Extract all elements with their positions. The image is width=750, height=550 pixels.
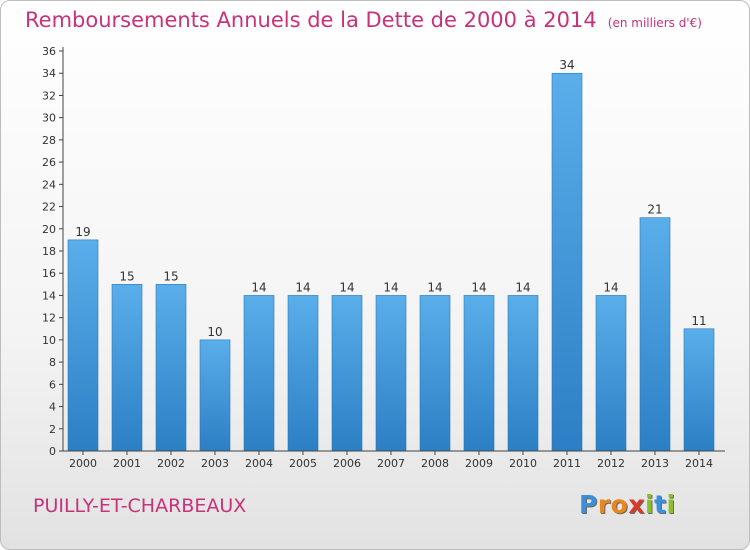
bar-value-label: 34	[559, 58, 574, 72]
brand-letter: i	[666, 490, 676, 519]
bar-2001	[111, 284, 143, 452]
y-tick-label: 18	[42, 245, 56, 258]
y-tick-label: 8	[49, 356, 56, 369]
bar-value-label: 14	[471, 280, 486, 294]
brand-letter: t	[654, 490, 667, 519]
x-tick-label: 2007	[377, 457, 405, 470]
brand-letter: r	[597, 490, 611, 519]
chart-header: Remboursements Annuels de la Dette de 20…	[25, 8, 702, 32]
bar-value-label: 14	[383, 280, 398, 294]
y-tick-label: 22	[42, 201, 56, 214]
x-tick-label: 2005	[289, 457, 317, 470]
brand-letter: o	[610, 490, 629, 519]
bars-group: 19 15 15 10 14 14 14 14 14 14 14 34 14 21 11	[67, 58, 715, 452]
bar-2003	[199, 339, 231, 452]
x-tick-label: 2002	[157, 457, 185, 470]
bar-2004	[243, 295, 275, 452]
bar-value-label: 10	[207, 325, 222, 339]
y-tick-label: 0	[49, 445, 56, 458]
x-tick-label: 2000	[69, 457, 97, 470]
y-tick-label: 34	[42, 67, 56, 80]
bar-2010	[507, 295, 539, 452]
bar-2011	[551, 72, 583, 452]
y-tick-label: 24	[42, 178, 56, 191]
bar-2005	[287, 295, 319, 452]
bar-2006	[331, 295, 363, 452]
y-tick-label: 12	[42, 312, 56, 325]
bar-2000	[67, 239, 99, 452]
bar-value-label: 14	[339, 280, 354, 294]
bar-value-label: 15	[119, 269, 134, 283]
x-tick-label: 2010	[509, 457, 537, 470]
bar-value-label: 19	[75, 225, 90, 239]
y-tick-label: 14	[42, 289, 56, 302]
bar-value-label: 14	[427, 280, 442, 294]
bar-value-label: 14	[603, 280, 618, 294]
bar-2012	[595, 295, 627, 452]
x-tick-label: 2008	[421, 457, 449, 470]
y-tick-label: 28	[42, 134, 56, 147]
bar-2007	[375, 295, 407, 452]
bar-2008	[419, 295, 451, 452]
brand-letter: P	[579, 490, 598, 519]
y-tick-label: 20	[42, 223, 56, 236]
bar-value-label: 14	[251, 280, 266, 294]
bar-value-label: 14	[295, 280, 310, 294]
x-tick-label: 2014	[685, 457, 713, 470]
x-tick-label: 2003	[201, 457, 229, 470]
bar-2014	[683, 328, 715, 452]
bar-2002	[155, 284, 187, 452]
y-tick-label: 30	[42, 112, 56, 125]
bar-value-label: 14	[515, 280, 530, 294]
y-tick-label: 4	[49, 401, 56, 414]
x-tick-label: 2006	[333, 457, 361, 470]
x-tick-label: 2011	[553, 457, 581, 470]
x-tick-label: 2013	[641, 457, 669, 470]
x-tick-label: 2004	[245, 457, 273, 470]
commune-name: PUILLY-ET-CHARBEAUX	[33, 495, 247, 517]
y-tick-label: 10	[42, 334, 56, 347]
bar-2009	[463, 295, 495, 452]
x-tick-label: 2009	[465, 457, 493, 470]
brand-logo: Proxiti	[579, 490, 676, 519]
bar-value-label: 11	[691, 314, 706, 328]
y-tick-label: 2	[49, 423, 56, 436]
chart-unit: (en milliers d'€)	[607, 16, 702, 30]
y-tick-label: 6	[49, 378, 56, 391]
bar-value-label: 21	[647, 203, 662, 217]
bar-2013	[639, 217, 671, 452]
bar-value-label: 15	[163, 269, 178, 283]
x-tick-label: 2012	[597, 457, 625, 470]
y-tick-label: 32	[42, 89, 56, 102]
brand-letter: i	[645, 490, 655, 519]
y-tick-label: 26	[42, 156, 56, 169]
y-tick-label: 16	[42, 267, 56, 280]
chart-title: Remboursements Annuels de la Dette de 20…	[25, 8, 597, 32]
brand-letter: x	[628, 490, 645, 519]
axes-group: 2000 2001 2002 2003 2004 2005 2006 2007 2008 2009…	[42, 45, 725, 470]
y-tick-label: 36	[42, 45, 56, 58]
x-tick-label: 2001	[113, 457, 141, 470]
